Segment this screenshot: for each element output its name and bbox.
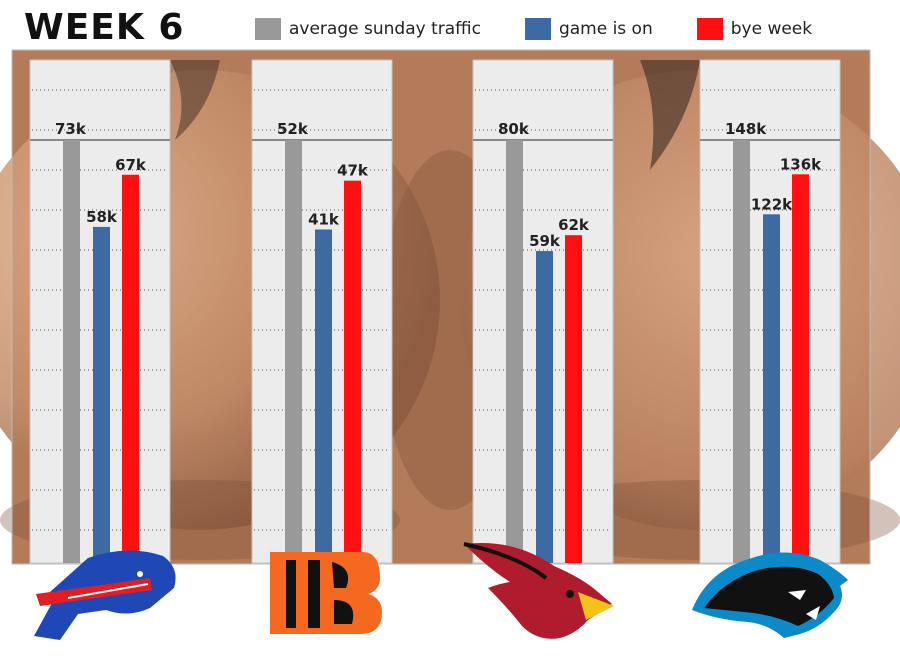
legend-swatch-game-on [524, 18, 551, 40]
bar-arizona-cardinals-game-is-on [536, 251, 553, 563]
bar-carolina-panthers-bye-week [792, 174, 809, 563]
bengals-logo [270, 552, 382, 634]
data-label-cincinnati-bengals-average-sunday-traffic: 52k [277, 120, 309, 138]
legend: average sunday traffic game is on bye we… [255, 16, 856, 42]
bar-cincinnati-bengals-bye-week [344, 180, 361, 563]
bills-logo [34, 550, 176, 640]
data-label-cincinnati-bengals-game-is-on: 41k [308, 210, 340, 228]
chart-title: WEEK 6 [24, 7, 185, 48]
bar-arizona-cardinals-bye-week [565, 235, 582, 564]
bar-carolina-panthers-game-is-on [763, 214, 780, 564]
data-label-buffalo-bills-average-sunday-traffic: 73k [55, 120, 87, 138]
bar-buffalo-bills-game-is-on [93, 226, 110, 564]
bar-cincinnati-bengals-average-sunday-traffic [285, 140, 302, 563]
data-label-cincinnati-bengals-bye-week: 47k [337, 162, 369, 180]
legend-item-bye-week: bye week [696, 18, 813, 40]
cardinals-logo [463, 542, 614, 639]
bar-carolina-panthers-average-sunday-traffic [733, 140, 750, 563]
legend-swatch-bye-week [696, 18, 723, 40]
data-label-arizona-cardinals-bye-week: 62k [558, 216, 590, 234]
legend-label-bye-week: bye week [730, 19, 813, 39]
data-label-buffalo-bills-bye-week: 67k [115, 156, 147, 174]
bar-buffalo-bills-bye-week [122, 174, 139, 563]
legend-item-game-on: game is on [524, 18, 653, 40]
bar-cincinnati-bengals-game-is-on [315, 229, 332, 563]
data-label-buffalo-bills-game-is-on: 58k [86, 208, 118, 226]
data-label-arizona-cardinals-game-is-on: 59k [529, 232, 561, 250]
data-label-carolina-panthers-game-is-on: 122k [751, 195, 793, 213]
data-label-carolina-panthers-average-sunday-traffic: 148k [725, 120, 767, 138]
bars-layer [63, 140, 809, 564]
bar-buffalo-bills-average-sunday-traffic [63, 140, 80, 563]
legend-item-average: average sunday traffic [255, 18, 481, 40]
data-label-arizona-cardinals-average-sunday-traffic: 80k [498, 120, 530, 138]
bar-arizona-cardinals-average-sunday-traffic [506, 140, 523, 563]
panthers-logo [692, 552, 848, 638]
legend-label-average: average sunday traffic [289, 19, 481, 39]
data-label-carolina-panthers-bye-week: 136k [780, 155, 822, 173]
legend-swatch-average [255, 18, 281, 40]
legend-label-game-on: game is on [558, 19, 653, 39]
